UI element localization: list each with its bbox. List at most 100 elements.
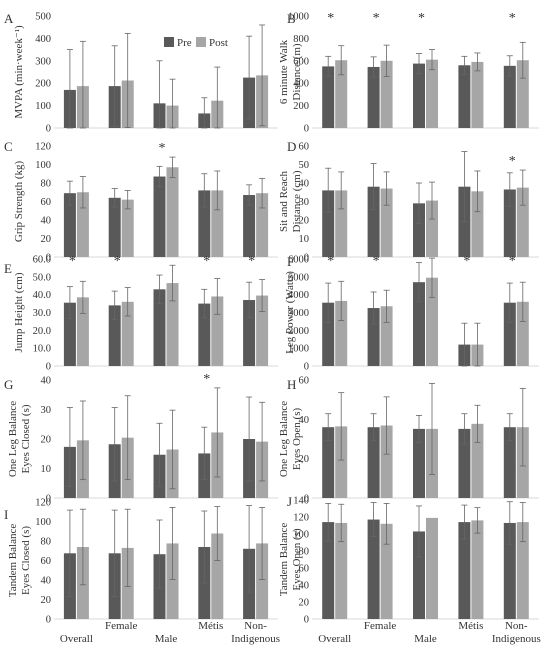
y-axis-label: Tandem Balance [278,523,290,597]
significance-star: * [159,141,166,156]
bar-pre [153,289,166,366]
y-tick-label: 80 [299,547,310,558]
bar-post [256,295,269,366]
bar-pre [413,63,425,128]
significance-star: * [418,11,425,26]
y-tick-label: 500 [35,12,51,23]
y-tick-label: 0 [304,362,309,373]
bar-pre [458,522,471,619]
panel-letter: I [4,507,8,522]
y-tick-label: 1000 [288,344,309,355]
y-tick-label: 20 [41,595,52,606]
bar-pre [367,186,380,257]
bar-pre [108,197,121,257]
significance-star: * [373,254,380,269]
bar-post [380,425,393,498]
y-tick-label: 600 [293,56,309,67]
x-category-label: Overall [318,633,351,645]
y-tick-label: 60.0 [33,255,51,266]
panel-letter: B [287,11,296,26]
y-tick-label: 30.0 [33,308,51,319]
significance-star: * [203,372,210,387]
legend-label-pre: Pre [177,37,192,49]
y-tick-label: 10.0 [33,344,51,355]
y-tick-label: 40 [299,415,310,426]
y-tick-label: 60 [299,142,310,153]
bar-pre [63,193,76,257]
bar-pre [367,66,380,128]
y-tick-label: 4000 [288,290,309,301]
bar-post [471,61,484,128]
y-tick-label: 40 [299,581,310,592]
y-tick-label: 40 [299,179,310,190]
y-tick-label: 80 [41,537,52,548]
y-tick-label: 1000 [288,12,309,23]
bar-pre [458,428,471,498]
y-tick-label: 10 [299,234,310,245]
bar-post [426,59,438,128]
bar-post [76,192,89,257]
y-tick-label: 80 [41,179,52,190]
y-axis-label: Eyes Open (s) [291,408,303,471]
y-tick-label: 0 [304,253,309,264]
legend-swatch-post [196,37,206,47]
y-tick-label: 300 [35,56,51,67]
panel-letter: E [4,261,12,276]
panel-letter: J [287,494,292,509]
bar-post [256,193,269,257]
y-tick-label: 100 [293,530,309,541]
y-axis-label: Eyes Closed (s) [20,526,32,595]
significance-star: * [509,154,516,169]
bar-post [121,301,134,366]
y-tick-label: 60 [41,556,52,567]
bar-post [76,297,89,366]
bar-post [211,533,224,619]
significance-star: * [69,254,76,269]
bar-pre [322,522,335,619]
bar-post [166,283,179,366]
y-tick-label: 0 [46,124,51,135]
significance-star: * [463,254,470,269]
bar-pre [503,522,516,619]
y-tick-label: 50 [299,160,310,171]
panel-letter: G [4,377,13,392]
y-tick-label: 60 [299,564,310,575]
y-tick-label: 30 [299,197,310,208]
bar-post [211,190,224,257]
y-tick-label: 40 [41,216,52,227]
y-tick-label: 400 [35,34,51,45]
x-category-label: Métis [198,620,223,632]
y-tick-label: 2000 [288,326,309,337]
y-axis-label: One Leg Balance [278,401,290,477]
bar-post [380,523,393,619]
y-axis-label: Tandem Balance [7,524,19,598]
bar-post [426,277,438,366]
y-axis-label: Grip Strength (kg) [13,161,25,243]
bar-pre [367,427,380,498]
x-category-label: Non- [505,620,528,632]
significance-star: * [114,254,121,269]
bar-pre [503,65,516,128]
y-tick-label: 100 [35,160,51,171]
y-tick-label: 40 [41,576,52,587]
x-category-label: Non- [244,620,267,632]
bar-post [335,426,348,498]
bar-pre [243,195,256,257]
y-axis-label: Leg Power (Watts) [284,271,296,354]
y-tick-label: 20 [41,435,52,446]
bar-post [335,60,348,128]
y-tick-label: 100 [35,517,51,528]
y-tick-label: 3000 [288,308,309,319]
bar-pre [322,302,335,366]
bar-pre [503,302,516,366]
bar-pre [458,65,471,128]
panel-letter: F [287,254,294,269]
y-axis-label: One Leg Balance [7,401,19,477]
bar-pre [322,66,335,128]
y-tick-label: 40 [41,376,52,387]
y-tick-label: 120 [293,513,309,524]
bar-post [426,200,438,257]
y-axis-label: 6 minute Walk [278,39,290,104]
significance-star: * [327,11,334,26]
bar-pre [153,176,166,257]
